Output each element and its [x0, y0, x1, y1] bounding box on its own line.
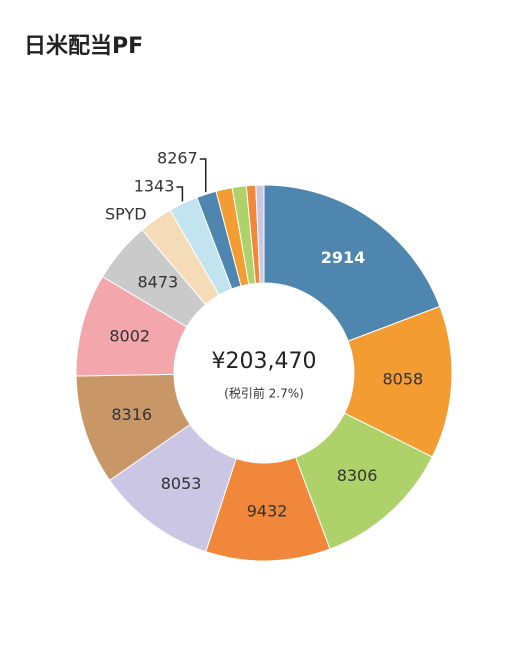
slice-label: 2914: [321, 248, 366, 267]
leader-line: [176, 186, 184, 202]
center-note: (税引前 2.7%): [224, 386, 304, 401]
leader-line: [199, 158, 207, 193]
slice-label: SPYD: [105, 205, 147, 224]
chart-title: 日米配当PF: [24, 34, 143, 59]
center-value: ¥203,470: [212, 349, 317, 374]
slice-label: 8316: [111, 405, 152, 424]
slice-label: 8002: [109, 327, 150, 346]
donut-slice: [263, 184, 441, 342]
slice-label: 8306: [337, 466, 378, 485]
donut-slice: [255, 184, 265, 284]
slice-label: 8053: [161, 474, 202, 493]
slice-label: 9432: [247, 501, 288, 520]
slice-label: 8267: [157, 149, 198, 168]
slice-label: 8058: [382, 369, 423, 388]
slice-label: 1343: [134, 177, 175, 196]
slice-label: 8473: [138, 273, 179, 292]
